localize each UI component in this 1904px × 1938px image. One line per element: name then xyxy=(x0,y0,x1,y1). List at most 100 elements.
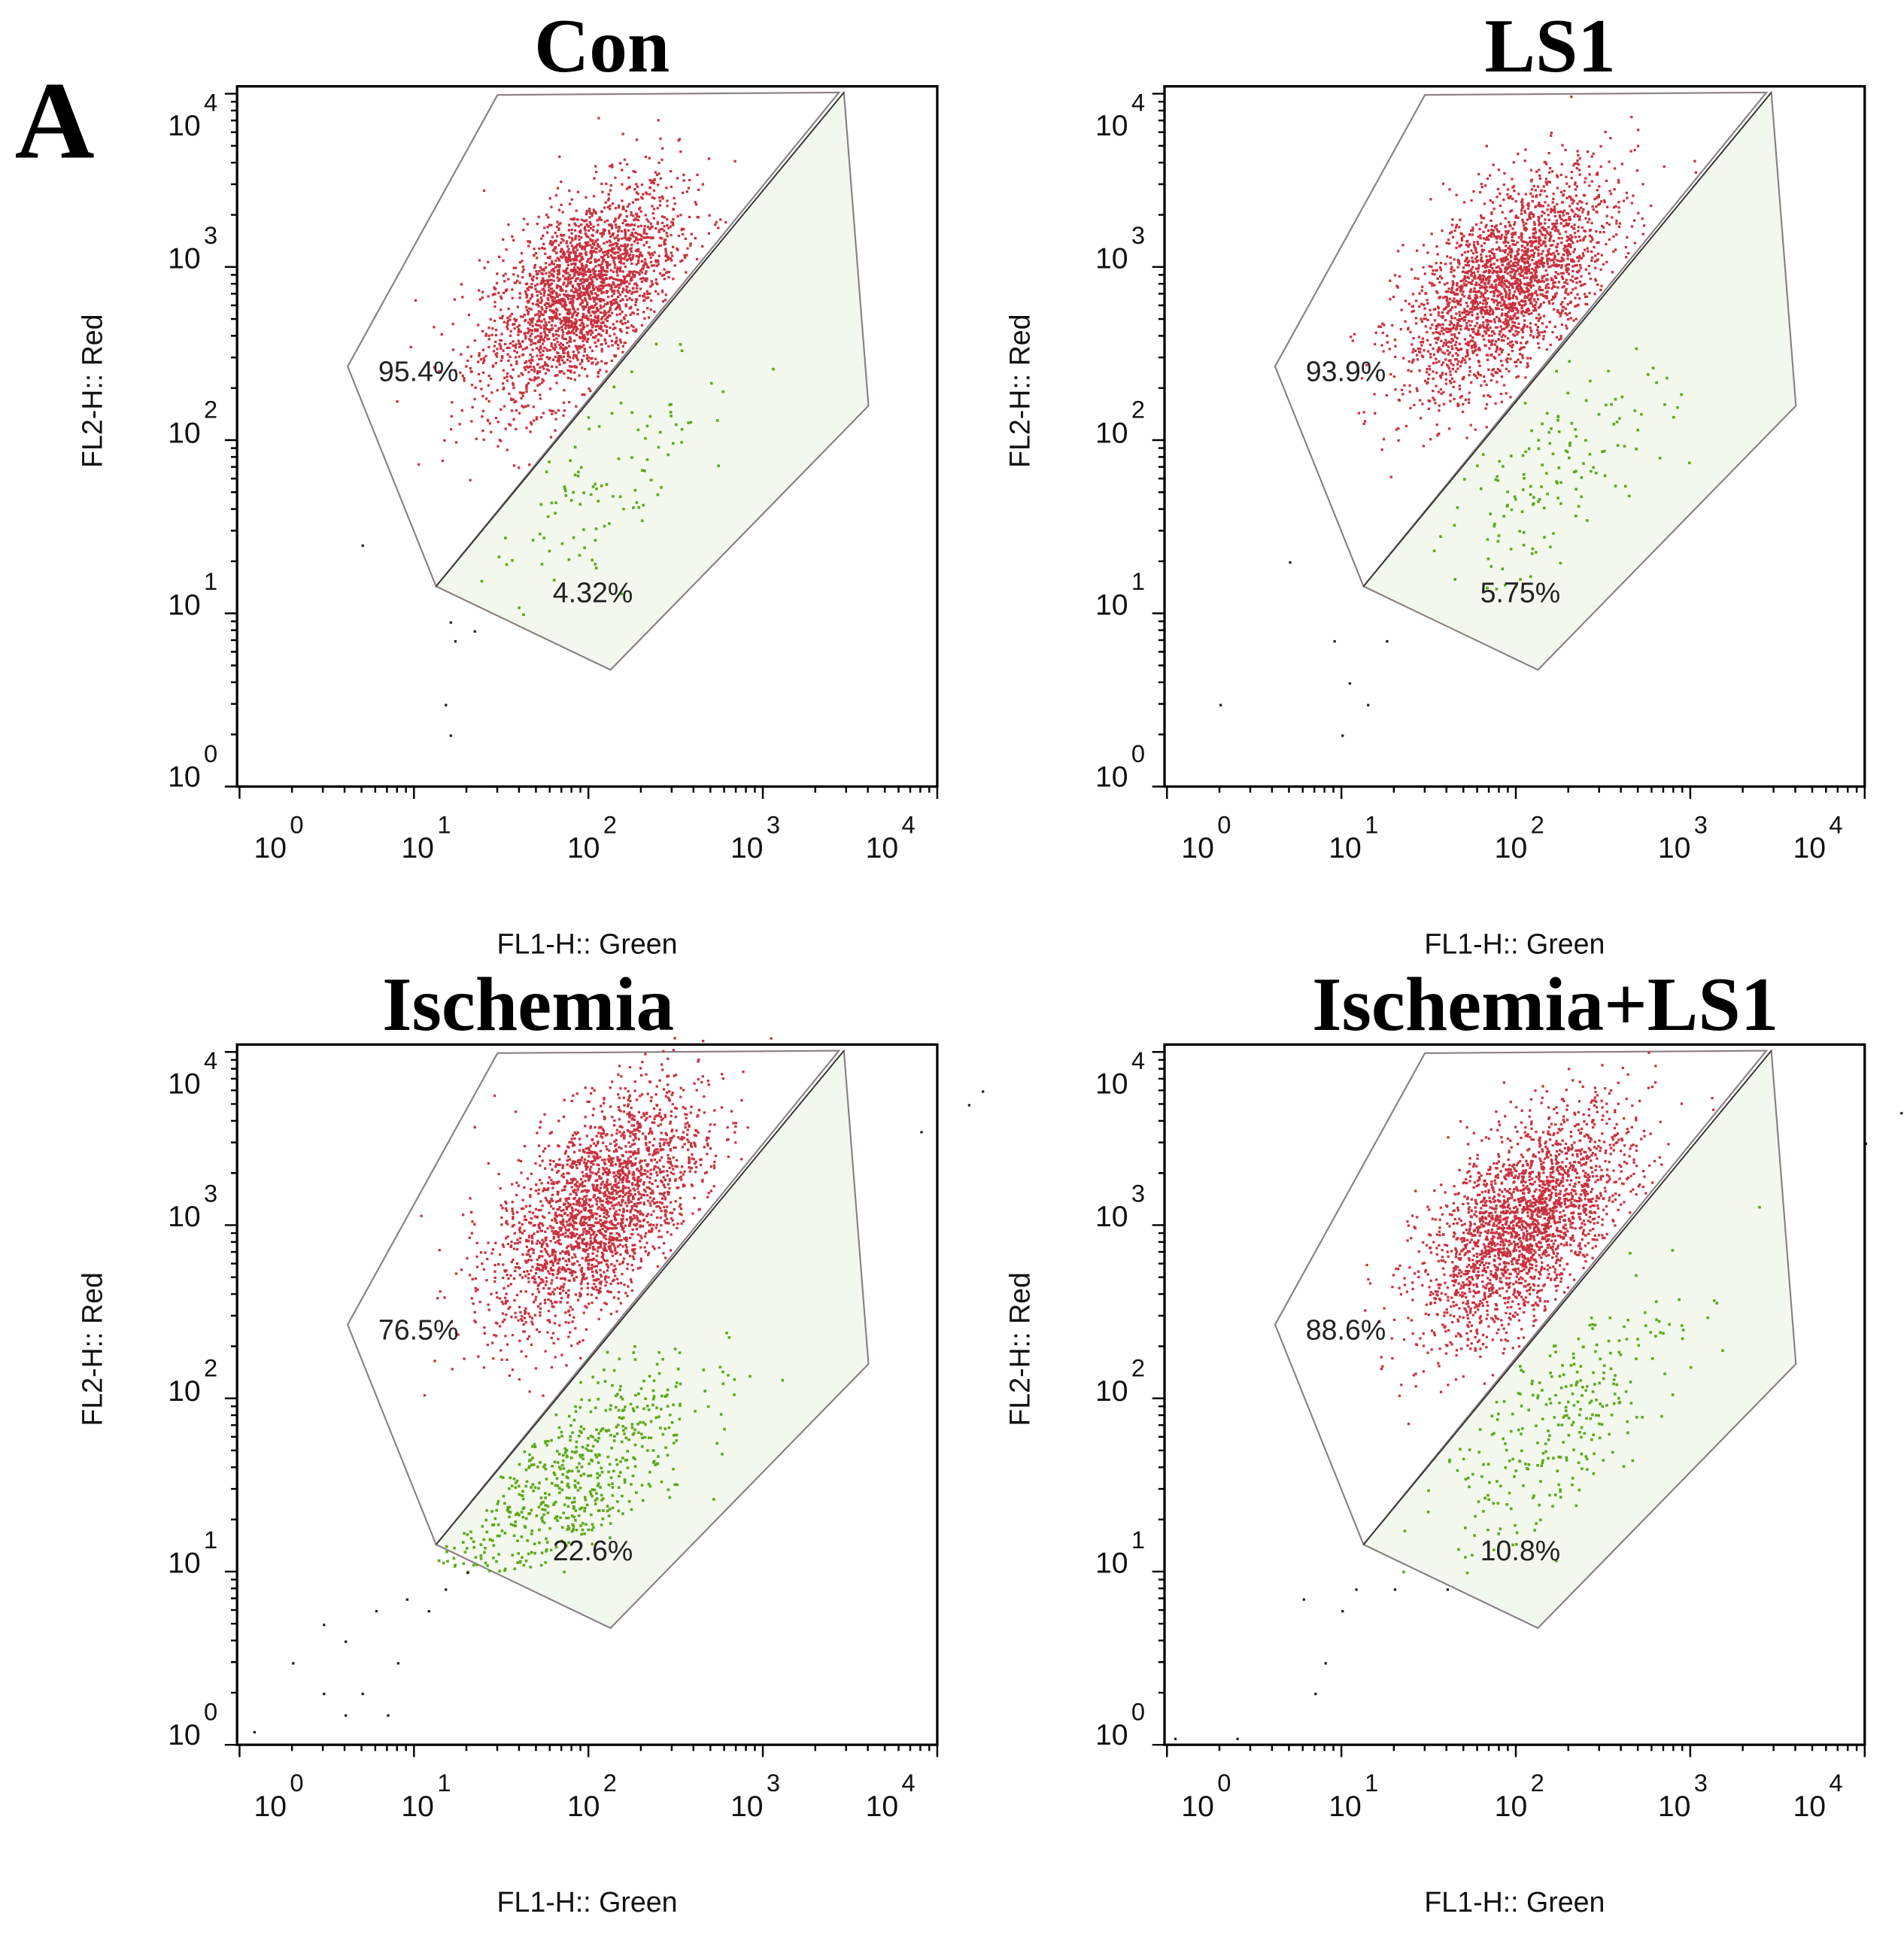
outlier-point xyxy=(967,1104,970,1107)
y-ticks xyxy=(224,93,238,788)
data-points xyxy=(1174,1051,1903,1740)
y-axis-label: FL2-H:: Red xyxy=(1004,1272,1035,1426)
x-tick-exponent: 2 xyxy=(603,1769,617,1797)
green-gate xyxy=(434,90,870,671)
outlier-point xyxy=(361,544,364,547)
x-tick-exponent: 2 xyxy=(1531,1769,1544,1797)
y-tick-exponent: 3 xyxy=(1131,221,1145,249)
scatter-panel: Con95.4%4.32%100100101101102102103103104… xyxy=(77,4,939,960)
y-tick-label: 10 xyxy=(1095,417,1128,449)
y-tick-exponent: 1 xyxy=(204,567,217,595)
x-tick-exponent: 1 xyxy=(437,1769,451,1797)
x-tick-label: 10 xyxy=(1658,832,1691,864)
x-tick-label: 10 xyxy=(866,832,899,864)
outlier-point xyxy=(427,1610,430,1613)
outlier-point xyxy=(1348,682,1352,685)
x-axis-label: FL1-H:: Green xyxy=(1424,1886,1605,1918)
x-ticks xyxy=(1166,786,1866,799)
x-tick-label: 10 xyxy=(1793,832,1826,864)
scatter-panel: LS193.9%5.75%100100101101102102103103104… xyxy=(1004,4,1866,960)
green-gate-percent: 4.32% xyxy=(553,577,633,609)
gate-divider xyxy=(436,92,845,587)
y-tick-label: 10 xyxy=(1095,1201,1128,1233)
outlier-point xyxy=(920,1131,923,1134)
x-tick-label: 10 xyxy=(1181,1791,1214,1823)
x-ticks xyxy=(238,786,939,799)
y-tick-label: 10 xyxy=(168,242,201,275)
x-tick-exponent: 3 xyxy=(1694,1769,1708,1797)
gate-divider xyxy=(1362,1050,1772,1545)
x-tick-exponent: 0 xyxy=(1217,811,1231,839)
x-tick-exponent: 0 xyxy=(290,811,303,839)
outlier-point xyxy=(1174,1737,1177,1740)
outlier-point xyxy=(405,1598,408,1601)
x-tick-label: 10 xyxy=(567,1791,600,1823)
outlier-point xyxy=(396,1662,400,1665)
y-tick-exponent: 1 xyxy=(204,1526,217,1554)
x-tick-exponent: 0 xyxy=(1217,1769,1231,1797)
x-tick-label: 10 xyxy=(1658,1791,1691,1823)
outlier-point xyxy=(1367,703,1370,706)
x-tick-exponent: 2 xyxy=(1531,811,1544,839)
y-tick-exponent: 3 xyxy=(204,221,217,249)
outlier-point xyxy=(361,1692,364,1696)
y-tick-label: 10 xyxy=(1095,1548,1128,1580)
outlier-point xyxy=(1446,1588,1450,1591)
outlier-point xyxy=(1333,639,1336,643)
x-tick-exponent: 3 xyxy=(1694,811,1708,839)
x-tick-label: 10 xyxy=(866,1791,899,1823)
x-tick-label: 10 xyxy=(730,832,764,864)
y-ticks xyxy=(224,1050,238,1746)
x-tick-label: 10 xyxy=(1495,832,1528,864)
y-tick-label: 10 xyxy=(168,1201,201,1233)
outlier-point xyxy=(473,630,476,633)
y-tick-label: 10 xyxy=(1095,589,1128,621)
outlier-point xyxy=(323,1692,326,1696)
outlier-point xyxy=(449,734,452,737)
y-tick-exponent: 2 xyxy=(1131,396,1145,424)
red-points xyxy=(420,1037,773,1397)
y-tick-label: 10 xyxy=(1095,242,1128,275)
y-tick-label: 10 xyxy=(1095,1375,1128,1408)
y-tick-label: 10 xyxy=(168,1719,201,1751)
x-tick-label: 10 xyxy=(401,832,434,864)
x-tick-label: 10 xyxy=(254,832,287,864)
outlier-point xyxy=(1355,1588,1358,1591)
outlier-point xyxy=(1393,1588,1397,1591)
outlier-point xyxy=(345,1640,348,1643)
outlier-point xyxy=(253,1730,256,1734)
outlier-point xyxy=(1289,561,1292,564)
y-tick-label: 10 xyxy=(1095,1719,1128,1751)
y-tick-label: 10 xyxy=(1095,110,1128,142)
plot-frame xyxy=(1163,85,1866,788)
outlier-point xyxy=(292,1662,295,1665)
outlier-point xyxy=(1236,1737,1239,1740)
green-gate-percent: 5.75% xyxy=(1480,577,1560,609)
y-tick-label: 10 xyxy=(168,589,201,621)
panel-letter: A xyxy=(15,59,95,181)
data-points xyxy=(253,1037,985,1734)
outlier-point xyxy=(982,1090,985,1093)
outlier-point xyxy=(449,621,452,624)
y-tick-exponent: 3 xyxy=(204,1179,217,1207)
red-gate xyxy=(346,1049,841,1547)
x-ticks xyxy=(1166,1745,1866,1757)
outlier-point xyxy=(445,703,448,706)
x-tick-exponent: 3 xyxy=(767,1769,780,1797)
x-ticks xyxy=(238,1745,939,1757)
green-gate-percent: 22.6% xyxy=(553,1535,633,1566)
y-tick-exponent: 1 xyxy=(1131,1526,1145,1554)
outlier-point xyxy=(445,1588,448,1591)
panel-title: Ischemia xyxy=(382,962,674,1046)
y-tick-exponent: 4 xyxy=(204,88,217,116)
y-tick-exponent: 2 xyxy=(204,1353,217,1381)
plot-frame xyxy=(235,85,939,788)
data-points xyxy=(361,117,775,737)
red-gate xyxy=(346,91,841,588)
x-tick-label: 10 xyxy=(401,1791,434,1823)
x-tick-exponent: 4 xyxy=(902,811,916,839)
red-gate-percent: 95.4% xyxy=(378,356,458,387)
outlier-point xyxy=(1314,1692,1317,1696)
panel-title: LS1 xyxy=(1484,4,1615,88)
x-tick-label: 10 xyxy=(254,1791,287,1823)
